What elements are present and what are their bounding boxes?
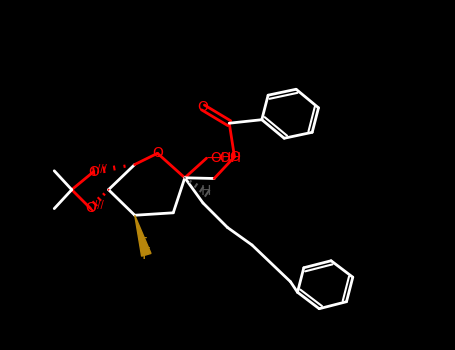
Text: O: O [197, 100, 208, 114]
Text: —OH: —OH [207, 151, 242, 165]
Polygon shape [135, 215, 151, 256]
Text: ///: /// [97, 164, 107, 174]
Text: O: O [229, 150, 240, 164]
Text: H: H [200, 184, 211, 198]
Text: O: O [85, 201, 96, 215]
Text: OH: OH [210, 151, 231, 165]
Text: F: F [142, 247, 151, 262]
Text: O: O [152, 146, 163, 160]
Text: O: O [88, 164, 99, 178]
Text: F: F [138, 237, 147, 252]
Text: ///: /// [94, 201, 104, 210]
